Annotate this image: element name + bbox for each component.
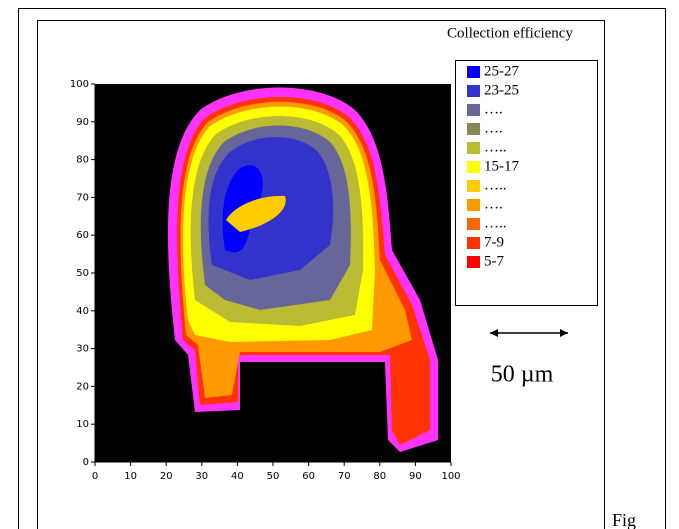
map-center	[226, 195, 286, 232]
y-tick-label: 20	[76, 381, 89, 392]
legend-title: Collection efficiency	[447, 25, 573, 41]
legend-label: ….	[484, 196, 503, 212]
caption: Fig	[612, 510, 636, 529]
scale-bar-label: 50 µm	[491, 362, 554, 388]
legend-swatch	[467, 218, 480, 230]
y-tick-label: 80	[76, 155, 89, 166]
x-tick-label: 30	[195, 471, 208, 482]
x-tick-label: 0	[92, 471, 98, 482]
legend-label: 5-7	[484, 253, 504, 269]
legend-label: …..	[484, 177, 507, 193]
x-tick-label: 90	[409, 471, 422, 482]
x-tick-label: 60	[302, 471, 315, 482]
legend-swatch	[467, 123, 480, 135]
legend-swatch	[467, 237, 480, 249]
legend-label: 15-17	[484, 158, 519, 174]
legend-swatch	[467, 66, 480, 78]
legend-swatch	[467, 199, 480, 211]
x-tick-label: 10	[124, 471, 137, 482]
legend-swatch	[467, 85, 480, 97]
y-tick-label: 0	[83, 457, 89, 468]
x-tick-label: 80	[373, 471, 386, 482]
x-tick-label: 50	[267, 471, 280, 482]
legend-label: …..	[484, 215, 507, 231]
y-tick-label: 10	[76, 419, 89, 430]
legend-label: …..	[484, 139, 507, 155]
x-tick-label: 100	[441, 471, 460, 482]
legend-label: 23-25	[484, 82, 519, 98]
legend-swatch	[467, 104, 480, 116]
y-tick-label: 60	[76, 230, 89, 241]
efficiency-map	[167, 87, 438, 452]
legend-label: ….	[484, 120, 503, 136]
scale-bar-arrows	[490, 329, 568, 337]
legend-swatch	[467, 180, 480, 192]
legend-swatch	[467, 161, 480, 173]
x-tick-label: 70	[338, 471, 351, 482]
x-tick-label: 20	[160, 471, 173, 482]
outer-frame	[18, 8, 666, 529]
inner-frame	[37, 20, 605, 529]
legend-label: 7-9	[484, 234, 504, 250]
legend-label: ….	[484, 101, 503, 117]
y-tick-label: 70	[76, 192, 89, 203]
legend-swatch	[467, 142, 480, 154]
y-tick-label: 100	[70, 79, 89, 90]
legend-label: 25-27	[484, 63, 519, 79]
y-tick-label: 90	[76, 117, 89, 128]
legend-swatch	[467, 256, 480, 268]
x-tick-label: 40	[231, 471, 244, 482]
y-tick-label: 40	[76, 306, 89, 317]
y-tick-label: 30	[76, 344, 89, 355]
y-tick-label: 50	[76, 268, 89, 279]
